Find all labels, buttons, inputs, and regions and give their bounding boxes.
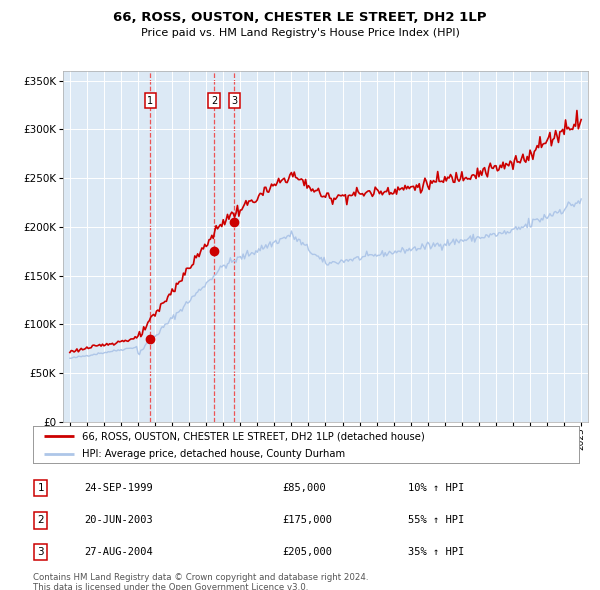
Text: 27-AUG-2004: 27-AUG-2004 bbox=[84, 548, 153, 557]
Text: 55% ↑ HPI: 55% ↑ HPI bbox=[408, 516, 464, 525]
Text: Price paid vs. HM Land Registry's House Price Index (HPI): Price paid vs. HM Land Registry's House … bbox=[140, 28, 460, 38]
Text: £205,000: £205,000 bbox=[282, 548, 332, 557]
Text: 66, ROSS, OUSTON, CHESTER LE STREET, DH2 1LP (detached house): 66, ROSS, OUSTON, CHESTER LE STREET, DH2… bbox=[82, 431, 425, 441]
Text: 3: 3 bbox=[231, 96, 238, 106]
Text: 24-SEP-1999: 24-SEP-1999 bbox=[84, 483, 153, 493]
Text: This data is licensed under the Open Government Licence v3.0.: This data is licensed under the Open Gov… bbox=[33, 583, 308, 590]
Text: 2: 2 bbox=[37, 516, 44, 525]
Text: £175,000: £175,000 bbox=[282, 516, 332, 525]
Text: 2: 2 bbox=[211, 96, 217, 106]
Text: Contains HM Land Registry data © Crown copyright and database right 2024.: Contains HM Land Registry data © Crown c… bbox=[33, 573, 368, 582]
Text: 20-JUN-2003: 20-JUN-2003 bbox=[84, 516, 153, 525]
Text: 1: 1 bbox=[148, 96, 154, 106]
Text: 66, ROSS, OUSTON, CHESTER LE STREET, DH2 1LP: 66, ROSS, OUSTON, CHESTER LE STREET, DH2… bbox=[113, 11, 487, 24]
Text: £85,000: £85,000 bbox=[282, 483, 326, 493]
Text: 1: 1 bbox=[37, 483, 44, 493]
Text: 3: 3 bbox=[37, 548, 44, 557]
Text: HPI: Average price, detached house, County Durham: HPI: Average price, detached house, Coun… bbox=[82, 449, 345, 459]
Text: 10% ↑ HPI: 10% ↑ HPI bbox=[408, 483, 464, 493]
Text: 35% ↑ HPI: 35% ↑ HPI bbox=[408, 548, 464, 557]
